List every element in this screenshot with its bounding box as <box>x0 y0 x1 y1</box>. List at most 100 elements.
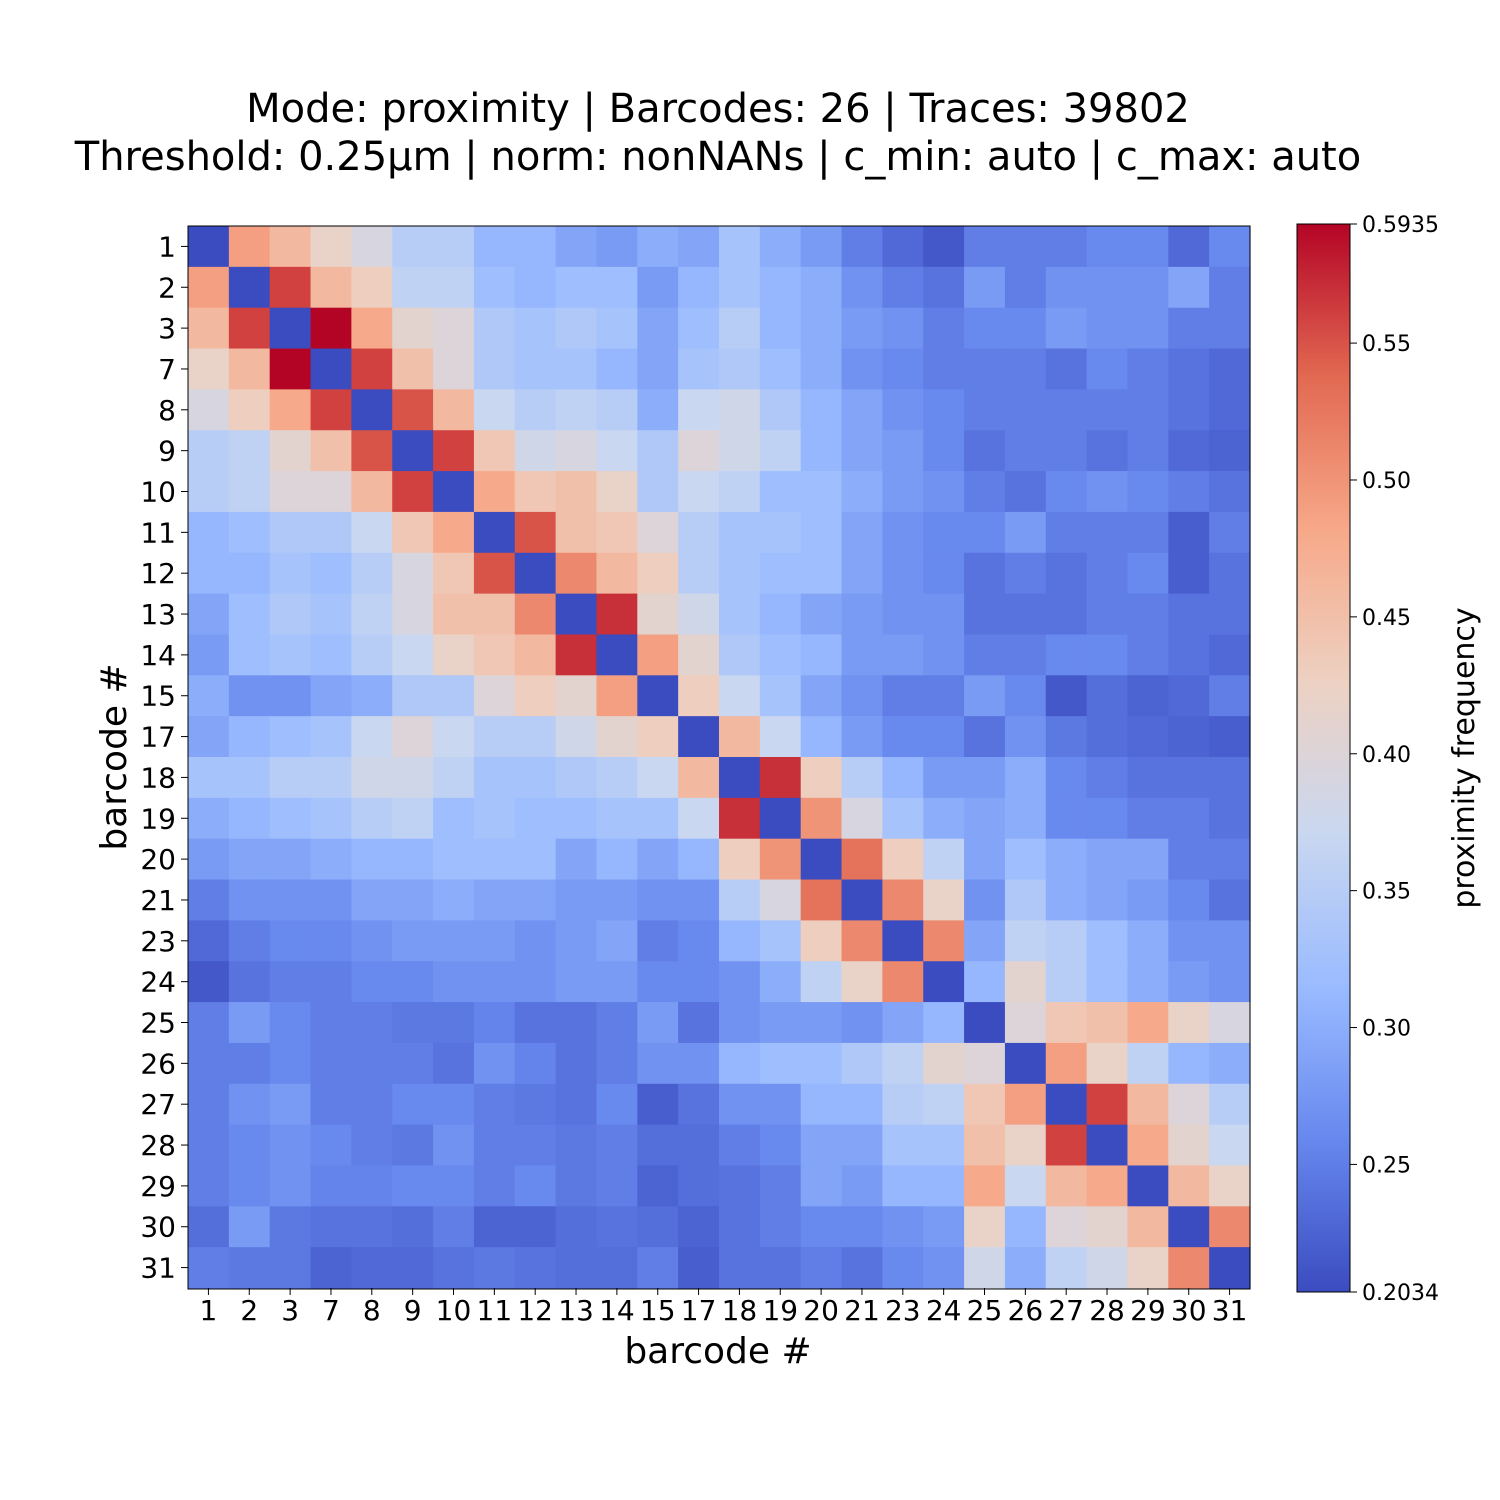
heatmap-cell <box>555 961 598 1003</box>
heatmap-cell <box>1209 430 1251 472</box>
heatmap-cell <box>555 307 598 350</box>
heatmap-cell <box>1045 757 1088 799</box>
heatmap-cell <box>1209 1042 1251 1085</box>
heatmap-cell <box>351 879 393 921</box>
heatmap-cell <box>596 838 638 881</box>
heatmap-cell <box>351 226 393 268</box>
heatmap-cell <box>433 797 475 840</box>
heatmap-cell <box>351 1247 393 1289</box>
heatmap-cell <box>637 797 679 840</box>
heatmap-cell <box>433 1002 475 1044</box>
heatmap-cell <box>637 430 679 472</box>
heatmap-cell <box>1086 266 1129 309</box>
heatmap-cell <box>433 920 475 962</box>
heatmap-cell <box>964 961 1006 1003</box>
heatmap-cell <box>719 266 761 309</box>
x-tick-label: 17 <box>681 1294 717 1327</box>
y-tick-label: 26 <box>140 1047 176 1080</box>
heatmap-cell <box>719 757 761 799</box>
heatmap-cell <box>637 226 679 268</box>
x-tick-label: 14 <box>599 1294 635 1327</box>
heatmap-cell <box>310 307 352 350</box>
heatmap-cell <box>514 511 557 554</box>
heatmap-cell <box>392 716 434 758</box>
heatmap-cell <box>351 389 393 431</box>
heatmap-cell <box>637 879 679 921</box>
heatmap-cell <box>433 511 475 554</box>
heatmap-cell <box>433 226 475 268</box>
heatmap-cell <box>1209 716 1251 758</box>
heatmap-cell <box>923 1002 965 1044</box>
heatmap-cell <box>188 226 230 268</box>
heatmap-cell <box>188 266 230 309</box>
heatmap-cell <box>759 471 802 513</box>
heatmap-cell <box>759 634 802 676</box>
y-tick-label: 13 <box>140 598 176 631</box>
heatmap-cell <box>555 797 598 840</box>
heatmap-cell <box>1127 1124 1169 1167</box>
heatmap-cell <box>964 757 1006 799</box>
heatmap-cell <box>1127 675 1169 717</box>
heatmap-cell <box>923 348 965 390</box>
heatmap-cell <box>1168 348 1210 390</box>
heatmap-cell <box>1209 1002 1251 1044</box>
heatmap-cell <box>678 471 720 513</box>
heatmap-cell <box>1086 430 1129 472</box>
heatmap-cell <box>351 838 393 881</box>
heatmap-cell <box>800 266 843 309</box>
heatmap-cell <box>188 552 230 595</box>
y-tick-label: 8 <box>158 394 176 427</box>
heatmap-cell <box>596 1083 638 1126</box>
heatmap-cell <box>351 797 393 840</box>
heatmap-cell <box>964 1165 1006 1207</box>
heatmap-cell <box>1086 1124 1129 1167</box>
heatmap-cell <box>678 1124 720 1167</box>
heatmap-cell <box>1168 1247 1210 1289</box>
heatmap-cell <box>555 511 598 554</box>
x-tick-label: 7 <box>322 1294 340 1327</box>
heatmap-cell <box>1004 961 1047 1003</box>
heatmap-cell <box>1004 1247 1047 1289</box>
heatmap-cell <box>964 307 1006 350</box>
heatmap-cell <box>310 797 352 840</box>
heatmap-cell <box>310 920 352 962</box>
heatmap-cell <box>473 1002 516 1044</box>
heatmap-cell <box>759 1206 802 1248</box>
heatmap-cell <box>923 920 965 962</box>
heatmap-cell <box>555 226 598 268</box>
heatmap-cell <box>1127 1002 1169 1044</box>
heatmap-cell <box>1168 511 1210 554</box>
heatmap-cell <box>800 389 843 431</box>
heatmap-cell <box>800 348 843 390</box>
heatmap-cell <box>719 1247 761 1289</box>
heatmap-cell <box>310 1042 352 1085</box>
heatmap-cell <box>1004 757 1047 799</box>
heatmap-cell <box>964 634 1006 676</box>
heatmap-cell <box>269 307 312 350</box>
heatmap-cell <box>882 593 924 636</box>
heatmap-cell <box>923 838 965 881</box>
heatmap-cell <box>392 226 434 268</box>
heatmap-cell <box>555 675 598 717</box>
heatmap-cell <box>188 797 230 840</box>
heatmap-cell <box>1127 1247 1169 1289</box>
heatmap-cell <box>841 634 883 676</box>
heatmap-cell <box>637 1083 679 1126</box>
heatmap-cell <box>473 511 516 554</box>
heatmap-cell <box>1209 1083 1251 1126</box>
heatmap-cell <box>923 226 965 268</box>
heatmap-cell <box>188 1206 230 1248</box>
heatmap-cell <box>351 920 393 962</box>
heatmap-cell <box>800 675 843 717</box>
heatmap-cell <box>882 961 924 1003</box>
heatmap-cell <box>1127 797 1169 840</box>
heatmap-cell <box>1086 1042 1129 1085</box>
heatmap-cell <box>841 1247 883 1289</box>
heatmap-cell <box>473 838 516 881</box>
heatmap-cell <box>269 511 312 554</box>
heatmap-cell <box>1168 593 1210 636</box>
heatmap-cell <box>269 226 312 268</box>
heatmap-cell <box>596 348 638 390</box>
x-tick-label: 23 <box>885 1294 921 1327</box>
heatmap-cell <box>923 675 965 717</box>
